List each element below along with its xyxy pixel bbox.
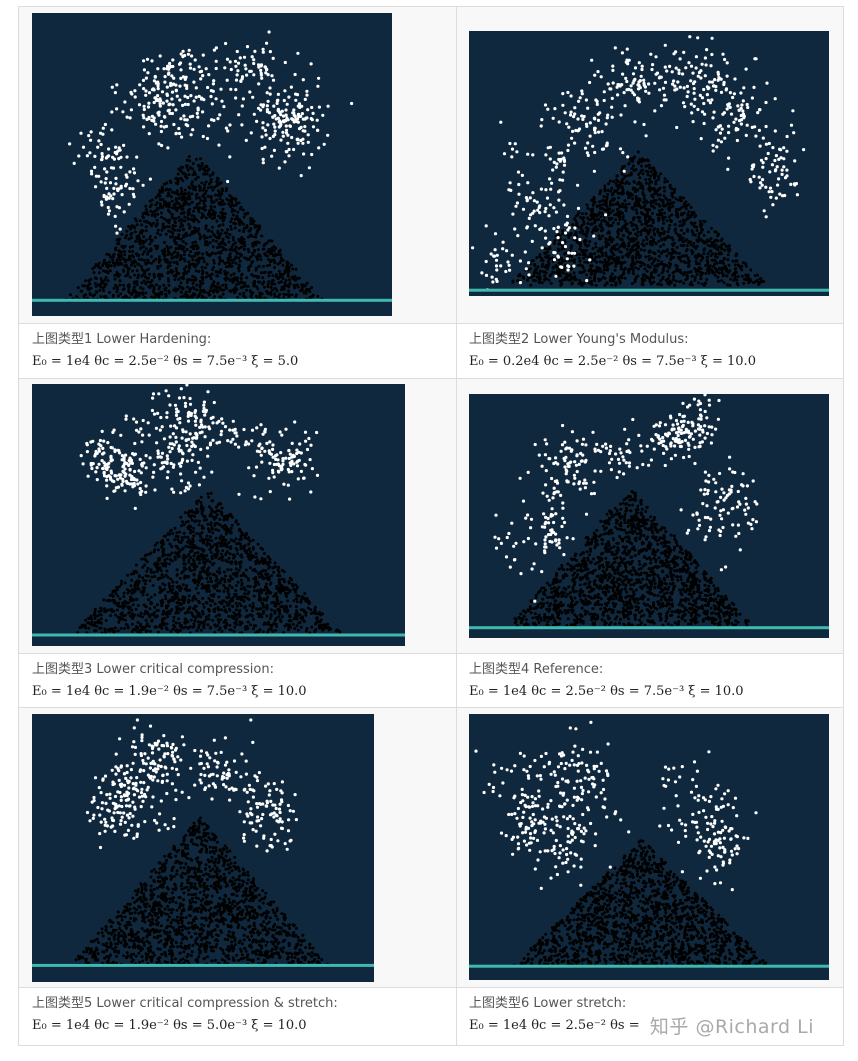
simulation-image-5 (32, 714, 374, 982)
snow-particles (79, 384, 320, 510)
panel-6-formula: E₀ = 1e4 θc = 2.5e⁻² θs = (469, 1018, 640, 1033)
panel-6-caption: 上图类型6 Lower stretch: E₀ = 1e4 θc = 2.5e⁻… (469, 994, 640, 1036)
ground-line (32, 298, 392, 302)
zhihu-watermark: 知乎 @Richard Li (649, 1016, 814, 1038)
panel-1-caption: 上图类型1 Lower Hardening: E₀ = 1e4 θc = 2.5… (32, 330, 298, 372)
sand-pile (74, 816, 329, 968)
sand-pile (511, 150, 766, 287)
simulation-image-4 (469, 394, 829, 638)
ground-line (469, 288, 829, 292)
sand-pile (513, 490, 750, 628)
sand-pile (76, 491, 342, 635)
panel-3-title: 上图类型3 Lower critical compression: (32, 662, 274, 677)
column-divider (456, 7, 457, 1045)
panel-1-formula: E₀ = 1e4 θc = 2.5e⁻² θs = 7.5e⁻³ ξ = 5.0 (32, 354, 299, 369)
panel-1-title: 上图类型1 Lower Hardening: (32, 332, 212, 347)
panel-4-formula: E₀ = 1e4 θc = 2.5e⁻² θs = 7.5e⁻³ ξ = 10.… (469, 684, 744, 699)
row-divider (19, 987, 843, 988)
simulation-image-1 (32, 13, 392, 316)
ground-line (469, 964, 829, 968)
simulation-image-2 (469, 31, 829, 296)
panel-6-title: 上图类型6 Lower stretch: (469, 996, 627, 1011)
simulation-image-3 (32, 384, 405, 646)
panel-5-title: 上图类型5 Lower critical compression & stret… (32, 996, 338, 1011)
panel-2-caption: 上图类型2 Lower Young's Modulus: E₀ = 0.2e4 … (469, 330, 756, 372)
panel-5-formula: E₀ = 1e4 θc = 1.9e⁻² θs = 5.0e⁻³ ξ = 10.… (32, 1018, 307, 1033)
snow-particles (68, 30, 354, 235)
row-divider (19, 653, 843, 654)
particle-scene (32, 384, 405, 637)
panel-5-caption: 上图类型5 Lower critical compression & stret… (32, 994, 338, 1036)
panel-3-formula: E₀ = 1e4 θc = 1.9e⁻² θs = 7.5e⁻³ ξ = 10.… (32, 684, 307, 699)
panel-4-caption: 上图类型4 Reference: E₀ = 1e4 θc = 2.5e⁻² θs… (469, 660, 744, 702)
particle-scene (32, 718, 374, 968)
simulation-image-6 (469, 714, 829, 980)
ground-line (469, 626, 829, 630)
snow-particles (493, 394, 759, 603)
snow-particles (85, 718, 298, 853)
panel-2-title: 上图类型2 Lower Young's Modulus: (469, 332, 689, 347)
snow-particles (474, 720, 758, 892)
snow-particles (471, 35, 806, 292)
ground-line (32, 963, 374, 967)
row-divider (19, 707, 843, 708)
sand-pile (512, 839, 768, 969)
row-divider (19, 378, 843, 379)
particle-scene (469, 720, 829, 969)
row-divider (19, 323, 843, 324)
ground-line (32, 633, 405, 637)
panel-2-formula: E₀ = 0.2e4 θc = 2.5e⁻² θs = 7.5e⁻³ ξ = 1… (469, 354, 756, 369)
sand-pile (64, 155, 324, 303)
panel-3-caption: 上图类型3 Lower critical compression: E₀ = 1… (32, 660, 307, 702)
particle-scene (32, 30, 392, 303)
particle-scene (469, 394, 829, 630)
panel-4-title: 上图类型4 Reference: (469, 662, 604, 677)
particle-scene (469, 35, 829, 292)
